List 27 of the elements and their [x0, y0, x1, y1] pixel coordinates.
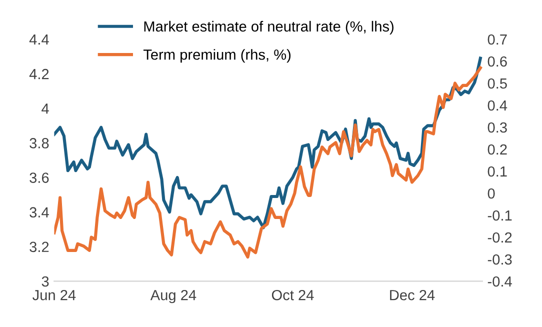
x-tick-label: Oct 24	[272, 290, 314, 300]
y2-tick-label: 0.5	[488, 78, 507, 89]
y2-tick-label: 0.6	[488, 56, 507, 67]
y2-tick-label: -0.1	[488, 210, 512, 221]
y-tick-label: 3.8	[30, 138, 49, 148]
y2-tick-label: 0.4	[488, 100, 508, 111]
legend-label: Market estimate of neutral rate (%, lhs)	[144, 20, 394, 34]
y-tick-label: 4	[42, 104, 49, 114]
y-tick-label: 4.4	[29, 34, 49, 45]
y2-tick-label: 0.1	[488, 166, 507, 177]
y2-tick-label: -0.2	[488, 232, 512, 243]
y2-tick-label: 0	[488, 188, 495, 199]
line-series	[54, 66, 482, 259]
x-tick-label: Aug 24	[150, 290, 196, 304]
y-tick-label: 3	[42, 276, 49, 287]
y-tick-label: 3.6	[30, 172, 49, 183]
y2-tick-label: -0.4	[488, 276, 512, 287]
x-tick-label: Jun 24	[32, 290, 76, 300]
x-tick-label: Dec 24	[390, 290, 435, 300]
y-tick-label: 4.2	[29, 68, 49, 80]
y2-tick-label: 0.3	[488, 122, 507, 133]
y2-tick-label: 0.2	[488, 144, 507, 155]
y2-tick-label: -0.3	[488, 254, 512, 265]
y-tick-label: 3.4	[30, 207, 49, 218]
legend-label: Term premium (rhs, %)	[143, 49, 291, 63]
y2-tick-label: 0.7	[488, 34, 507, 45]
y-tick-label: 3.2	[30, 242, 49, 252]
